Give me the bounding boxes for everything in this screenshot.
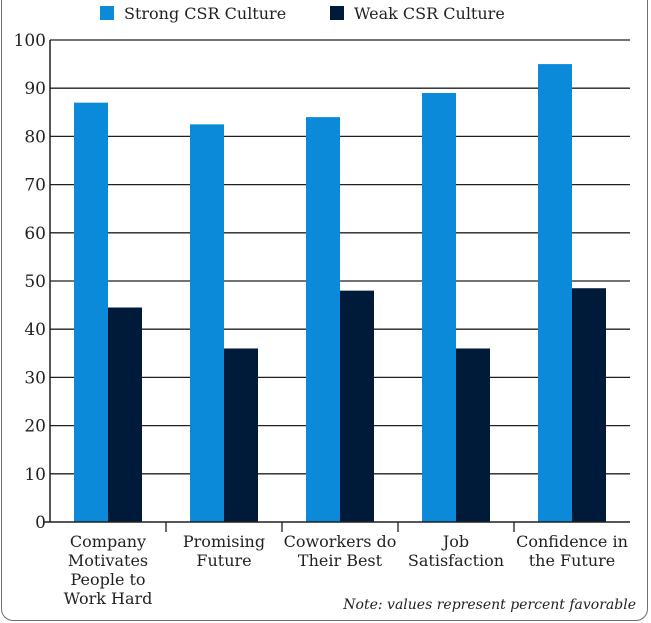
- x-axis-category-labels: Company Motivates People to Work Hard Promis…: [64, 532, 628, 608]
- bar-weak-2: [340, 290, 374, 522]
- x-category-label-4: Confidence in the Future: [516, 532, 628, 570]
- x-category-label-0: Company Motivates People to Work Hard: [64, 532, 153, 608]
- legend-swatch-1: [330, 6, 344, 20]
- y-tick-label-80: 80: [24, 127, 46, 147]
- bar-weak-3: [456, 348, 490, 522]
- legend-label-0: Strong CSR Culture: [124, 4, 286, 23]
- y-tick-label-20: 20: [24, 417, 46, 437]
- chart-note: Note: values represent percent favorable: [342, 597, 636, 613]
- bars: [74, 64, 606, 523]
- y-tick-label-50: 50: [24, 272, 46, 292]
- y-tick-label-60: 60: [24, 224, 46, 244]
- bar-strong-1: [190, 124, 224, 522]
- y-tick-label-90: 90: [24, 79, 46, 99]
- bar-strong-0: [74, 102, 108, 522]
- legend: Strong CSR Culture Weak CSR Culture: [100, 4, 505, 23]
- x-category-label-1: Promising Future: [183, 532, 265, 570]
- y-tick-label-10: 10: [24, 465, 46, 485]
- x-category-label-3: Job Satisfaction: [408, 532, 504, 570]
- y-tick-label-70: 70: [24, 176, 46, 196]
- axes: [44, 40, 630, 532]
- bar-weak-4: [572, 288, 606, 522]
- y-tick-label-100: 100: [14, 31, 46, 51]
- bar-weak-1: [224, 348, 258, 522]
- bar-strong-2: [306, 117, 340, 523]
- x-category-label-2: Coworkers do Their Best: [284, 532, 397, 570]
- y-axis-tick-labels: 0 10 20 30 40 50 60 70 80 90 100: [14, 31, 46, 533]
- y-tick-label-40: 40: [24, 320, 46, 340]
- bar-strong-4: [538, 64, 572, 522]
- y-tick-label-30: 30: [24, 368, 46, 388]
- legend-swatch-0: [100, 6, 114, 20]
- bar-weak-0: [108, 307, 142, 522]
- legend-label-1: Weak CSR Culture: [354, 4, 505, 23]
- y-tick-label-0: 0: [35, 513, 46, 533]
- bar-strong-3: [422, 93, 456, 523]
